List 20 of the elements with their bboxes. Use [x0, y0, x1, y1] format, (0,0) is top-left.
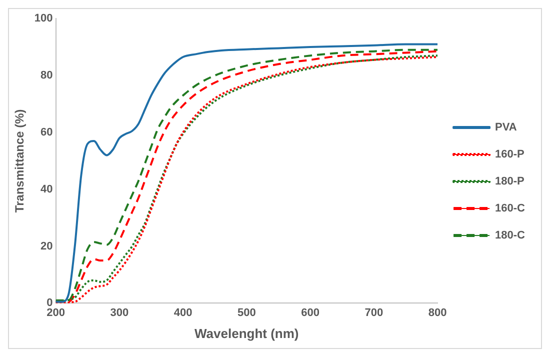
- legend-label: 180-P: [495, 176, 524, 188]
- y-tick-label: 100: [34, 12, 53, 25]
- x-tick-label: 200: [46, 306, 65, 319]
- y-axis-title: Transmittance (%): [12, 109, 27, 213]
- x-tick-label: 400: [174, 306, 192, 319]
- legend-label: PVA: [495, 122, 517, 134]
- x-tick-label: 600: [301, 306, 320, 319]
- x-axis-title: Wavelenght (nm): [194, 326, 299, 341]
- legend-label: 160-C: [495, 202, 526, 215]
- x-tick-label: 300: [110, 306, 129, 319]
- x-tick-label: 700: [364, 306, 384, 319]
- y-tick-label: 40: [40, 183, 53, 196]
- x-tick-label: 500: [237, 306, 256, 319]
- legend-label: 180-C: [495, 230, 526, 242]
- y-tick-label: 60: [40, 126, 53, 138]
- y-tick-label: 0: [46, 297, 53, 310]
- y-tick-label: 20: [40, 240, 53, 252]
- legend-label: 160-P: [495, 148, 524, 161]
- y-tick-label: 80: [40, 70, 53, 82]
- x-tick-label: 800: [428, 306, 447, 319]
